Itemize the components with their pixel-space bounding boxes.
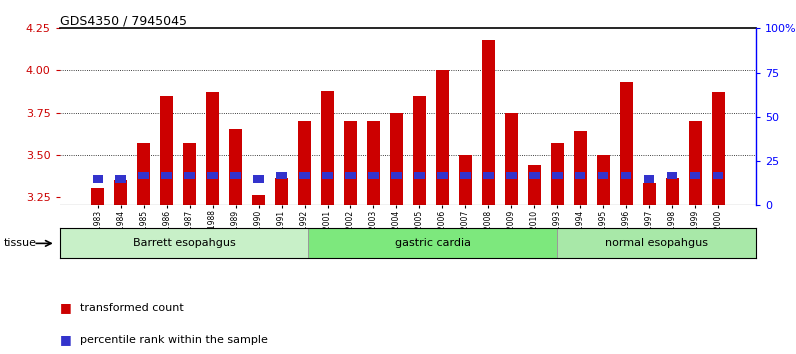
Text: ■: ■ (60, 333, 72, 346)
Bar (643, 183, 656, 205)
Text: transformed count: transformed count (80, 303, 183, 313)
Bar (92, 188, 104, 205)
Text: tissue: tissue (4, 238, 37, 249)
Bar (713, 172, 724, 179)
Bar (275, 178, 288, 205)
Bar (459, 155, 472, 205)
Text: Barrett esopahgus: Barrett esopahgus (133, 238, 236, 249)
Text: percentile rank within the sample: percentile rank within the sample (80, 335, 267, 345)
Bar (576, 172, 586, 179)
Bar (712, 92, 724, 205)
Bar (621, 172, 631, 179)
Bar (185, 172, 195, 179)
Bar (505, 113, 517, 205)
Bar (230, 172, 240, 179)
Bar (322, 172, 333, 179)
Bar (253, 175, 263, 183)
Bar (208, 172, 218, 179)
Bar (482, 40, 494, 205)
Bar (252, 195, 265, 205)
Bar (92, 175, 103, 183)
Bar (413, 96, 426, 205)
Bar (392, 172, 402, 179)
Bar (666, 178, 678, 205)
Bar (506, 172, 517, 179)
Bar (644, 175, 654, 183)
Bar (60, 228, 308, 258)
Text: gastric cardia: gastric cardia (395, 238, 470, 249)
Bar (322, 91, 334, 205)
Bar (460, 172, 470, 179)
Bar (528, 165, 540, 205)
Bar (552, 172, 563, 179)
Text: GDS4350 / 7945045: GDS4350 / 7945045 (60, 14, 187, 27)
Bar (115, 180, 127, 205)
Bar (299, 172, 310, 179)
Bar (367, 121, 380, 205)
Bar (139, 172, 149, 179)
Bar (690, 172, 700, 179)
Bar (229, 130, 242, 205)
Bar (483, 172, 494, 179)
Bar (529, 172, 540, 179)
Bar (369, 172, 379, 179)
Bar (276, 172, 287, 179)
Bar (115, 175, 126, 183)
Bar (436, 70, 449, 205)
Bar (667, 172, 677, 179)
Text: ■: ■ (60, 302, 72, 314)
Text: normal esopahgus: normal esopahgus (605, 238, 708, 249)
Bar (183, 143, 196, 205)
Bar (298, 121, 311, 205)
Bar (414, 172, 424, 179)
Bar (551, 143, 564, 205)
Bar (620, 82, 633, 205)
Bar (598, 172, 608, 179)
Bar (597, 155, 610, 205)
Bar (689, 121, 701, 205)
Bar (345, 172, 356, 179)
Bar (574, 131, 587, 205)
Bar (308, 228, 557, 258)
Bar (344, 121, 357, 205)
Bar (390, 113, 403, 205)
Bar (160, 96, 173, 205)
Bar (557, 228, 756, 258)
Bar (206, 92, 219, 205)
Bar (138, 143, 150, 205)
Bar (162, 172, 172, 179)
Bar (437, 172, 447, 179)
